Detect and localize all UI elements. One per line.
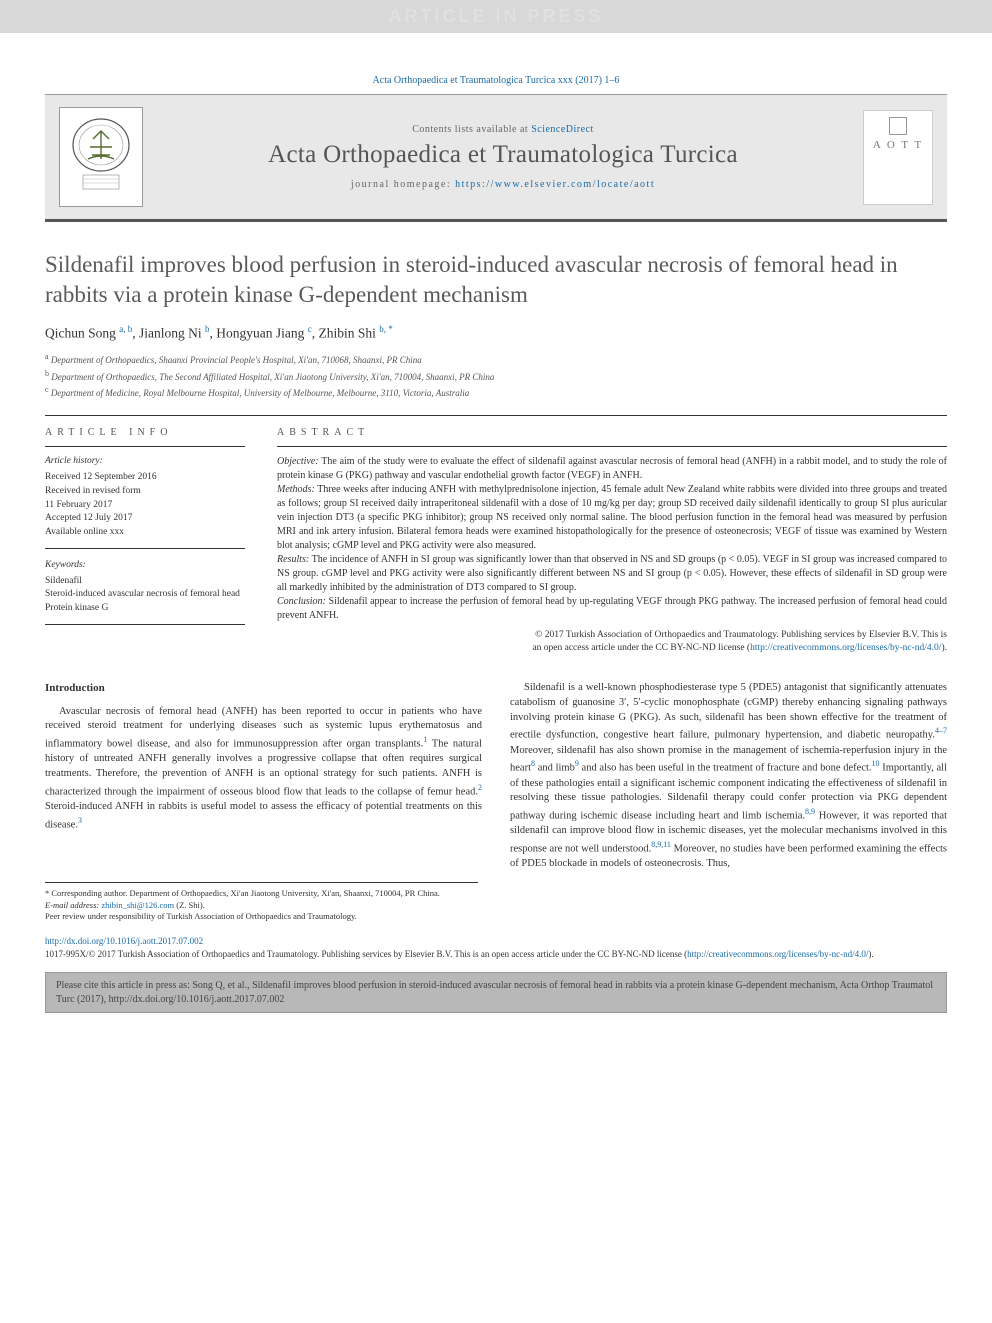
history-line: Received 12 September 2016 xyxy=(45,471,245,485)
body-right-column: Sildenafil is a well-known phosphodieste… xyxy=(510,681,947,871)
contents-available-line: Contents lists available at ScienceDirec… xyxy=(157,124,849,135)
abstract-section-text: The incidence of ANFH in SI group was si… xyxy=(277,554,947,593)
info-abstract-row: ARTICLE INFO Article history: Received 1… xyxy=(45,415,947,656)
email-suffix: (Z. Shi). xyxy=(174,900,205,910)
citation-box: Please cite this article in press as: So… xyxy=(45,972,947,1013)
cc-license-link[interactable]: http://creativecommons.org/licenses/by-n… xyxy=(750,643,941,653)
affiliation-line: a Department of Orthopaedics, Shaanxi Pr… xyxy=(45,351,947,368)
cc-link-bottom[interactable]: http://creativecommons.org/licenses/by-n… xyxy=(687,949,868,959)
affiliations: a Department of Orthopaedics, Shaanxi Pr… xyxy=(45,351,947,401)
abstract-section-text: The aim of the study were to evaluate th… xyxy=(277,456,947,481)
cover-abbrev: A O T T xyxy=(868,139,928,151)
copyright-line2: an open access article under the CC BY-N… xyxy=(532,643,750,653)
keyword-line: Steroid-induced avascular necrosis of fe… xyxy=(45,588,245,602)
abstract-section-label: Results: xyxy=(277,554,309,565)
keyword-lines: SildenafilSteroid-induced avascular necr… xyxy=(45,575,245,616)
abstract-section-text: Sildenafil appear to increase the perfus… xyxy=(277,596,947,621)
article-info-heading: ARTICLE INFO xyxy=(45,416,245,448)
keywords-block: Keywords: SildenafilSteroid-induced avas… xyxy=(45,559,245,625)
issn-close: ). xyxy=(868,949,873,959)
journal-cover-thumb: A O T T xyxy=(863,110,933,205)
intro-paragraph-2: Sildenafil is a well-known phosphodieste… xyxy=(510,681,947,871)
history-line: Accepted 12 July 2017 xyxy=(45,512,245,526)
abstract-section-text: Three weeks after inducing ANFH with met… xyxy=(277,484,947,551)
society-logo-box xyxy=(59,107,143,207)
copyright-close: ). xyxy=(941,643,947,653)
contents-prefix: Contents lists available at xyxy=(412,124,531,135)
history-line: Received in revised form xyxy=(45,485,245,499)
footnotes-block: * Corresponding author. Department of Or… xyxy=(45,882,478,924)
title-block: Sildenafil improves blood perfusion in s… xyxy=(45,250,947,310)
issn-line: 1017-995X/© 2017 Turkish Association of … xyxy=(45,949,687,959)
doi-link[interactable]: http://dx.doi.org/10.1016/j.aott.2017.07… xyxy=(45,936,203,946)
abstract-body: Objective: The aim of the study were to … xyxy=(277,455,947,623)
email-label: E-mail address: xyxy=(45,900,99,910)
article-in-press-banner: ARTICLE IN PRESS xyxy=(0,0,992,33)
abstract-section-label: Methods: xyxy=(277,484,315,495)
homepage-prefix: journal homepage: xyxy=(351,179,455,190)
journal-name: Acta Orthopaedica et Traumatologica Turc… xyxy=(157,141,849,169)
sciencedirect-link[interactable]: ScienceDirect xyxy=(531,124,594,135)
keywords-label: Keywords: xyxy=(45,559,245,573)
article-info-column: ARTICLE INFO Article history: Received 1… xyxy=(45,416,245,656)
history-lines: Received 12 September 2016Received in re… xyxy=(45,471,245,540)
cover-seal-icon xyxy=(889,117,907,135)
header-center: Contents lists available at ScienceDirec… xyxy=(157,124,849,190)
email-line: E-mail address: zhibin_shi@126.com (Z. S… xyxy=(45,900,478,912)
affiliation-line: c Department of Medicine, Royal Melbourn… xyxy=(45,384,947,401)
doi-block: http://dx.doi.org/10.1016/j.aott.2017.07… xyxy=(45,935,947,960)
page-container: Acta Orthopaedica et Traumatologica Turc… xyxy=(0,33,992,1043)
article-history-block: Article history: Received 12 September 2… xyxy=(45,455,245,549)
keyword-line: Sildenafil xyxy=(45,575,245,589)
affiliation-line: b Department of Orthopaedics, The Second… xyxy=(45,368,947,385)
journal-header: Contents lists available at ScienceDirec… xyxy=(45,94,947,222)
body-left-column: Introduction Avascular necrosis of femor… xyxy=(45,681,482,871)
citation-header: Acta Orthopaedica et Traumatologica Turc… xyxy=(45,63,947,94)
history-line: 11 February 2017 xyxy=(45,499,245,513)
abstract-column: ABSTRACT Objective: The aim of the study… xyxy=(277,416,947,656)
abstract-copyright: © 2017 Turkish Association of Orthopaedi… xyxy=(277,629,947,656)
history-label: Article history: xyxy=(45,455,245,469)
peer-review-note: Peer review under responsibility of Turk… xyxy=(45,911,478,923)
email-link[interactable]: zhibin_shi@126.com xyxy=(101,900,174,910)
corresponding-author-note: * Corresponding author. Department of Or… xyxy=(45,888,478,900)
author-list: Qichun Song a, b, Jianlong Ni b, Hongyua… xyxy=(45,324,947,342)
copyright-line1: © 2017 Turkish Association of Orthopaedi… xyxy=(535,630,947,640)
society-seal-icon xyxy=(68,117,134,197)
article-title: Sildenafil improves blood perfusion in s… xyxy=(45,250,947,310)
intro-paragraph-1: Avascular necrosis of femoral head (ANFH… xyxy=(45,705,482,833)
history-line: Available online xxx xyxy=(45,526,245,540)
abstract-section-label: Objective: xyxy=(277,456,319,467)
introduction-heading: Introduction xyxy=(45,681,482,696)
abstract-heading: ABSTRACT xyxy=(277,416,947,447)
body-two-column: Introduction Avascular necrosis of femor… xyxy=(45,681,947,871)
homepage-link[interactable]: https://www.elsevier.com/locate/aott xyxy=(455,179,655,190)
homepage-line: journal homepage: https://www.elsevier.c… xyxy=(157,179,849,190)
abstract-section-label: Conclusion: xyxy=(277,596,326,607)
keyword-line: Protein kinase G xyxy=(45,602,245,616)
